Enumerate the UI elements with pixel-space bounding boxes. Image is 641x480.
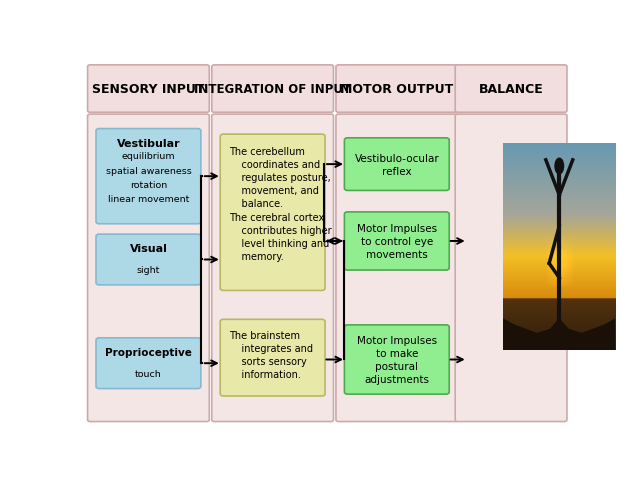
Circle shape xyxy=(555,159,563,175)
Text: Vestibular: Vestibular xyxy=(117,138,180,148)
Text: spatial awareness: spatial awareness xyxy=(106,166,191,175)
Text: The brainstem
    integrates and
    sorts sensory
    information.: The brainstem integrates and sorts senso… xyxy=(229,330,313,380)
FancyBboxPatch shape xyxy=(344,213,449,271)
FancyBboxPatch shape xyxy=(212,66,333,113)
FancyBboxPatch shape xyxy=(336,66,458,113)
FancyBboxPatch shape xyxy=(212,115,333,421)
FancyBboxPatch shape xyxy=(344,139,449,191)
FancyBboxPatch shape xyxy=(88,115,209,421)
FancyBboxPatch shape xyxy=(96,338,201,389)
Text: Motor Impulses
to control eye
movements: Motor Impulses to control eye movements xyxy=(357,224,437,259)
Text: linear movement: linear movement xyxy=(108,194,189,203)
Text: sight: sight xyxy=(137,265,160,274)
Text: rotation: rotation xyxy=(130,180,167,189)
FancyBboxPatch shape xyxy=(344,325,449,394)
FancyBboxPatch shape xyxy=(80,58,577,427)
Text: SENSORY INPUT: SENSORY INPUT xyxy=(92,83,204,96)
Text: equilibrium: equilibrium xyxy=(122,152,175,161)
Text: Visual: Visual xyxy=(129,244,167,253)
Polygon shape xyxy=(503,320,615,350)
Text: Motor Impulses
to make
postural
adjustments: Motor Impulses to make postural adjustme… xyxy=(357,336,437,384)
FancyBboxPatch shape xyxy=(455,66,567,113)
Text: Vestibulo-ocular
reflex: Vestibulo-ocular reflex xyxy=(354,154,439,176)
FancyBboxPatch shape xyxy=(96,235,201,285)
FancyBboxPatch shape xyxy=(96,129,201,224)
FancyBboxPatch shape xyxy=(221,135,325,291)
FancyBboxPatch shape xyxy=(221,320,325,396)
Text: INTEGRATION OF INPUT: INTEGRATION OF INPUT xyxy=(194,83,351,96)
Text: touch: touch xyxy=(135,369,162,378)
Text: MOTOR OUTPUT: MOTOR OUTPUT xyxy=(340,83,453,96)
Text: Proprioceptive: Proprioceptive xyxy=(105,347,192,357)
FancyBboxPatch shape xyxy=(88,66,209,113)
Text: BALANCE: BALANCE xyxy=(479,83,544,96)
FancyBboxPatch shape xyxy=(455,115,567,421)
FancyBboxPatch shape xyxy=(336,115,458,421)
Text: The cerebellum
    coordinates and
    regulates posture,
    movement, and
    : The cerebellum coordinates and regulates… xyxy=(229,146,332,262)
